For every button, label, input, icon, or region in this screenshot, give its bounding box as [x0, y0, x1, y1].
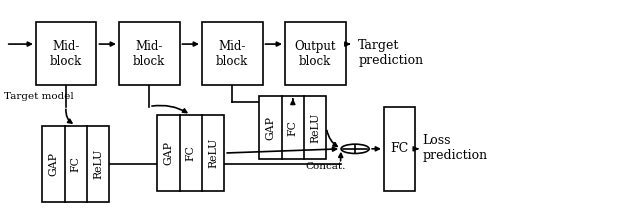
Bar: [285, 22, 346, 85]
Text: Target model: Target model: [4, 92, 74, 101]
Text: Target
prediction: Target prediction: [358, 39, 424, 66]
Bar: [202, 22, 262, 85]
Text: GAP: GAP: [266, 116, 275, 140]
Bar: [42, 125, 109, 202]
Text: ReLU: ReLU: [208, 138, 218, 168]
Text: ReLU: ReLU: [310, 112, 320, 143]
Text: FC: FC: [71, 156, 81, 172]
Circle shape: [341, 144, 369, 154]
Text: Mid-
block: Mid- block: [216, 40, 248, 68]
Text: Mid-
block: Mid- block: [133, 40, 165, 68]
Text: Loss
prediction: Loss prediction: [422, 134, 487, 162]
Text: Output
block: Output block: [294, 40, 336, 68]
Bar: [119, 22, 179, 85]
Text: FC: FC: [288, 120, 298, 136]
Text: GAP: GAP: [163, 141, 173, 165]
Text: ReLU: ReLU: [93, 148, 103, 179]
Text: FC: FC: [390, 142, 408, 155]
Text: Mid-
block: Mid- block: [50, 40, 83, 68]
Bar: [259, 96, 326, 159]
Text: GAP: GAP: [49, 152, 58, 176]
Text: FC: FC: [186, 145, 196, 161]
Bar: [157, 115, 224, 191]
Bar: [384, 106, 415, 191]
Bar: [36, 22, 97, 85]
Text: Concat.: Concat.: [305, 162, 346, 171]
